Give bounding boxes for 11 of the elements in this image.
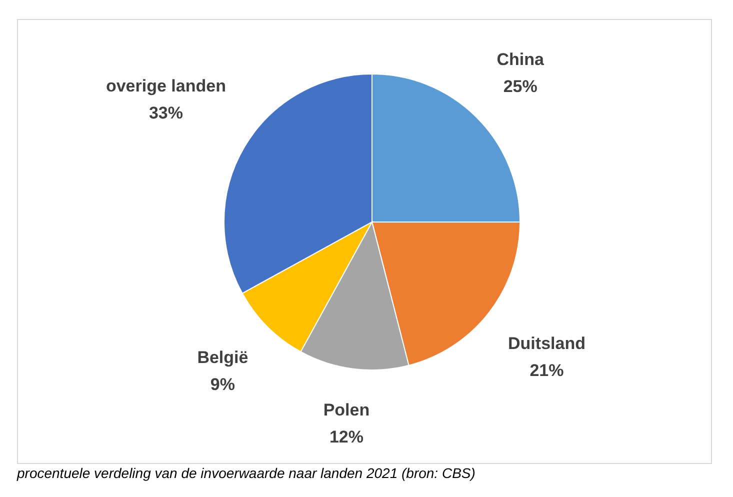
data-label: 33%	[148, 104, 183, 123]
data-label: 12%	[329, 428, 364, 447]
data-label: 9%	[210, 374, 235, 394]
slice-label: Polen	[323, 400, 370, 420]
data-label: 25%	[503, 77, 538, 96]
slice-label: China	[496, 50, 544, 70]
slice-label: België	[197, 348, 248, 367]
slice-label: overige landen	[106, 76, 226, 96]
data-label: 21%	[530, 361, 564, 380]
text: procentuele verdeling van de invoerwaarde naar landen 2021 (bron: CBS)	[16, 465, 476, 481]
slice-label: Duitsland	[508, 334, 586, 354]
